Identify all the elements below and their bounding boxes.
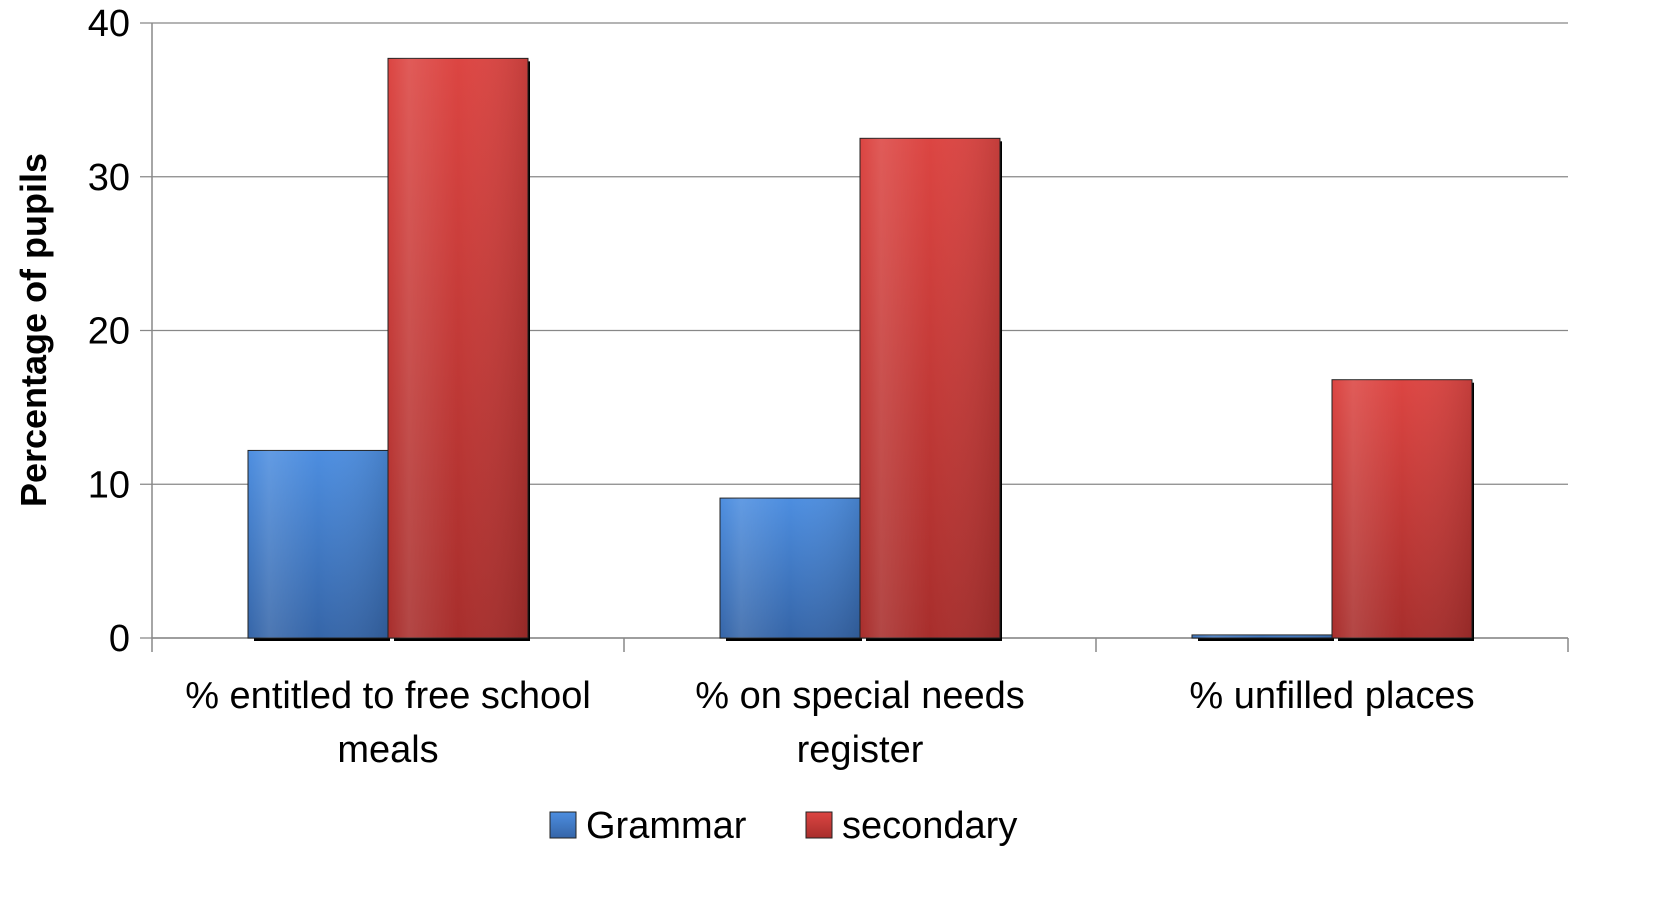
legend-label-secondary: secondary [842,805,1017,847]
bar-highlight [388,58,528,639]
y-tick-label: 40 [88,3,130,45]
bar-highlight [1192,634,1332,638]
labels: Percentage of pupils 0 10 20 30 40 % entitled… [13,3,1475,771]
legend-label-grammar: Grammar [586,805,747,847]
x-category-label-line: % entitled to free school [185,675,591,717]
bar-highlight [248,450,388,638]
y-tick-label: 20 [88,311,130,353]
x-category-label-line: meals [337,729,438,771]
bars [247,57,1474,642]
bar-highlight [860,138,1000,638]
x-category-label-line: % unfilled places [1189,675,1474,717]
legend-swatch-grammar [549,811,577,839]
legend: Grammar secondary [549,805,1017,847]
y-tick-label: 30 [88,157,130,199]
bar-shadow [1198,637,1334,641]
x-category-label-line: register [797,729,924,771]
x-category-label: % unfilled places [1189,675,1474,717]
x-category-label: % on special needs register [695,675,1025,771]
legend-swatch-secondary [805,811,833,839]
y-tick-label: 0 [109,618,130,660]
y-tick-label: 10 [88,464,130,506]
x-category-label: % entitled to free school meals [185,675,591,771]
x-category-label-line: % on special needs [695,675,1025,717]
y-axis-title: Percentage of pupils [13,153,54,507]
bar-highlight [720,498,860,638]
bar-highlight [1332,379,1472,638]
